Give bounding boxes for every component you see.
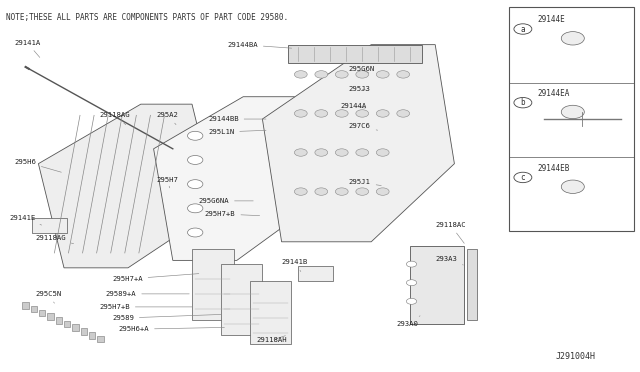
Circle shape [561, 105, 584, 119]
Text: 295H6: 295H6 [14, 159, 61, 172]
Circle shape [294, 71, 307, 78]
Circle shape [406, 280, 417, 286]
Text: NOTE;THESE ALL PARTS ARE COMPONENTS PARTS OF PART CODE 29580.: NOTE;THESE ALL PARTS ARE COMPONENTS PART… [6, 13, 289, 22]
Circle shape [376, 188, 389, 195]
Text: 295H7+B: 295H7+B [99, 304, 193, 310]
Text: 295L1N: 295L1N [208, 129, 266, 135]
Circle shape [406, 261, 417, 267]
Circle shape [376, 71, 389, 78]
Bar [298, 266, 333, 281]
Circle shape [356, 188, 369, 195]
Circle shape [315, 71, 328, 78]
Bar [81, 328, 87, 335]
Circle shape [514, 97, 532, 108]
Text: J291004H: J291004H [556, 352, 595, 361]
Text: 295H6+A: 295H6+A [118, 326, 225, 332]
Circle shape [376, 110, 389, 117]
Text: 295H7+A: 295H7+A [112, 274, 199, 282]
Text: a: a [520, 25, 525, 33]
Circle shape [397, 71, 410, 78]
Text: 29144BA: 29144BA [227, 42, 292, 48]
Circle shape [335, 110, 348, 117]
Circle shape [188, 131, 203, 140]
Circle shape [294, 110, 307, 117]
Text: 29144A: 29144A [340, 103, 367, 109]
Circle shape [188, 228, 203, 237]
Text: 295J1: 295J1 [349, 179, 381, 186]
Text: 295C5N: 295C5N [35, 291, 61, 303]
Polygon shape [262, 45, 454, 242]
Circle shape [561, 180, 584, 193]
Circle shape [335, 188, 348, 195]
Bar [39, 310, 45, 316]
Circle shape [335, 149, 348, 156]
Bar [64, 321, 70, 327]
Circle shape [315, 149, 328, 156]
Circle shape [356, 110, 369, 117]
Circle shape [188, 204, 203, 213]
Polygon shape [154, 97, 314, 260]
Text: b: b [520, 98, 525, 107]
Circle shape [188, 155, 203, 164]
Circle shape [335, 71, 348, 78]
Bar [89, 332, 95, 339]
Text: 29589+A: 29589+A [106, 291, 189, 297]
Bar [56, 317, 62, 324]
Text: 295A2: 295A2 [157, 112, 179, 125]
Text: 295H7+B: 295H7+B [205, 211, 260, 217]
Text: 295H7: 295H7 [157, 177, 179, 188]
Bar [410, 246, 464, 324]
Text: 293A3: 293A3 [435, 256, 463, 265]
Bar [221, 264, 262, 335]
Bar [509, 7, 634, 231]
Circle shape [514, 172, 532, 183]
Bar [467, 249, 477, 320]
Circle shape [188, 180, 203, 189]
Circle shape [356, 71, 369, 78]
Circle shape [376, 149, 389, 156]
Text: 29141A: 29141A [14, 40, 40, 57]
Circle shape [315, 110, 328, 117]
Bar [250, 281, 291, 344]
Text: 29141B: 29141B [282, 259, 308, 272]
Circle shape [315, 188, 328, 195]
Bar [288, 45, 422, 63]
Text: 29118AG: 29118AG [35, 235, 74, 244]
Bar [31, 306, 37, 312]
Bar [32, 218, 67, 232]
Text: 29144BB: 29144BB [208, 116, 266, 122]
Bar [22, 302, 29, 309]
Circle shape [397, 110, 410, 117]
Text: c: c [520, 173, 525, 182]
Text: 295G6NA: 295G6NA [198, 198, 253, 204]
Text: 293A0: 293A0 [397, 316, 420, 327]
Text: 29118AH: 29118AH [256, 336, 287, 343]
Bar [72, 324, 79, 331]
Text: 29589: 29589 [112, 314, 221, 321]
Text: 295J3: 295J3 [349, 86, 371, 92]
Text: 29144E: 29144E [538, 15, 565, 24]
Text: 29144EA: 29144EA [538, 89, 570, 98]
Circle shape [356, 149, 369, 156]
Polygon shape [38, 104, 218, 268]
Circle shape [406, 298, 417, 304]
Circle shape [294, 149, 307, 156]
Text: 29141E: 29141E [10, 215, 42, 225]
Text: 297C6: 297C6 [349, 124, 378, 130]
Text: 295G6N: 295G6N [349, 66, 375, 73]
Bar [192, 249, 234, 320]
Bar [97, 336, 104, 342]
Text: 29118AC: 29118AC [435, 222, 466, 243]
Bar [47, 313, 54, 320]
Text: 29144EB: 29144EB [538, 164, 570, 173]
Circle shape [514, 24, 532, 34]
Circle shape [561, 32, 584, 45]
Text: 29118AG: 29118AG [99, 112, 130, 125]
Circle shape [294, 188, 307, 195]
